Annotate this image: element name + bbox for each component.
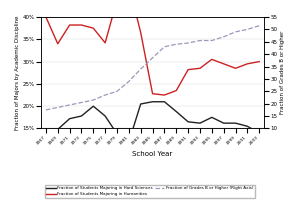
Fraction of Grades B or Higher (Right Axis) [44,109,48,111]
Fraction of Students Majoring in Humanities [56,43,59,45]
Y-axis label: Fraction of Majors by Academic Discipline: Fraction of Majors by Academic Disciplin… [15,15,20,130]
Line: Fraction of Students Majoring in Humanities: Fraction of Students Majoring in Humanit… [46,0,259,95]
Fraction of Students Majoring in Hard Sciences [56,128,59,131]
Fraction of Students Majoring in Hard Sciences [222,122,226,124]
Fraction of Students Majoring in Hard Sciences [175,110,178,113]
Line: Fraction of Grades B or Higher (Right Axis): Fraction of Grades B or Higher (Right Ax… [46,26,259,110]
Line: Fraction of Students Majoring in Hard Sciences: Fraction of Students Majoring in Hard Sc… [46,102,259,142]
Fraction of Students Majoring in Humanities [163,94,166,96]
Fraction of Students Majoring in Hard Sciences [210,116,214,119]
Fraction of Students Majoring in Humanities [68,24,71,26]
Fraction of Grades B or Higher (Right Axis) [151,57,154,59]
Fraction of Grades B or Higher (Right Axis) [222,36,226,38]
Fraction of Grades B or Higher (Right Axis) [80,101,83,104]
Fraction of Grades B or Higher (Right Axis) [115,90,119,93]
Fraction of Students Majoring in Humanities [210,58,214,61]
Fraction of Grades B or Higher (Right Axis) [234,31,237,33]
Fraction of Students Majoring in Hard Sciences [68,117,71,120]
Fraction of Students Majoring in Humanities [151,93,154,95]
Fraction of Students Majoring in Hard Sciences [92,105,95,107]
Fraction of Students Majoring in Hard Sciences [234,122,237,124]
Fraction of Students Majoring in Humanities [198,67,202,69]
Y-axis label: Fraction of Grades B or Higher: Fraction of Grades B or Higher [280,31,285,114]
Fraction of Grades B or Higher (Right Axis) [186,42,190,44]
Fraction of Grades B or Higher (Right Axis) [92,99,95,101]
Fraction of Students Majoring in Humanities [92,27,95,29]
Fraction of Students Majoring in Hard Sciences [103,115,107,117]
Fraction of Grades B or Higher (Right Axis) [163,46,166,48]
Fraction of Students Majoring in Hard Sciences [186,121,190,123]
Fraction of Students Majoring in Humanities [234,67,237,69]
Fraction of Grades B or Higher (Right Axis) [127,80,131,83]
Fraction of Students Majoring in Hard Sciences [151,101,154,103]
Fraction of Students Majoring in Humanities [103,42,107,44]
Fraction of Grades B or Higher (Right Axis) [68,104,71,106]
Fraction of Students Majoring in Humanities [257,60,261,63]
Fraction of Students Majoring in Hard Sciences [44,130,48,133]
Fraction of Students Majoring in Hard Sciences [163,101,166,103]
Fraction of Students Majoring in Hard Sciences [139,103,142,105]
Fraction of Grades B or Higher (Right Axis) [175,43,178,45]
Fraction of Students Majoring in Humanities [222,63,226,65]
Fraction of Grades B or Higher (Right Axis) [210,39,214,42]
Fraction of Grades B or Higher (Right Axis) [246,28,249,31]
Fraction of Students Majoring in Hard Sciences [246,125,249,127]
X-axis label: School Year: School Year [132,151,173,157]
Fraction of Students Majoring in Humanities [115,0,119,1]
Legend: Fraction of Students Majoring in Hard Sciences, Fraction of Students Majoring in: Fraction of Students Majoring in Hard Sc… [45,184,255,198]
Fraction of Students Majoring in Hard Sciences [127,141,131,143]
Fraction of Students Majoring in Humanities [246,63,249,65]
Fraction of Students Majoring in Hard Sciences [198,122,202,124]
Fraction of Grades B or Higher (Right Axis) [103,94,107,96]
Fraction of Students Majoring in Humanities [186,68,190,71]
Fraction of Students Majoring in Humanities [44,16,48,18]
Fraction of Grades B or Higher (Right Axis) [198,39,202,42]
Fraction of Grades B or Higher (Right Axis) [139,68,142,70]
Fraction of Grades B or Higher (Right Axis) [257,24,261,27]
Fraction of Students Majoring in Hard Sciences [257,132,261,134]
Fraction of Students Majoring in Humanities [80,24,83,26]
Fraction of Students Majoring in Humanities [175,89,178,92]
Fraction of Students Majoring in Humanities [139,31,142,34]
Fraction of Students Majoring in Hard Sciences [80,115,83,117]
Fraction of Grades B or Higher (Right Axis) [56,106,59,109]
Fraction of Students Majoring in Hard Sciences [115,133,119,135]
